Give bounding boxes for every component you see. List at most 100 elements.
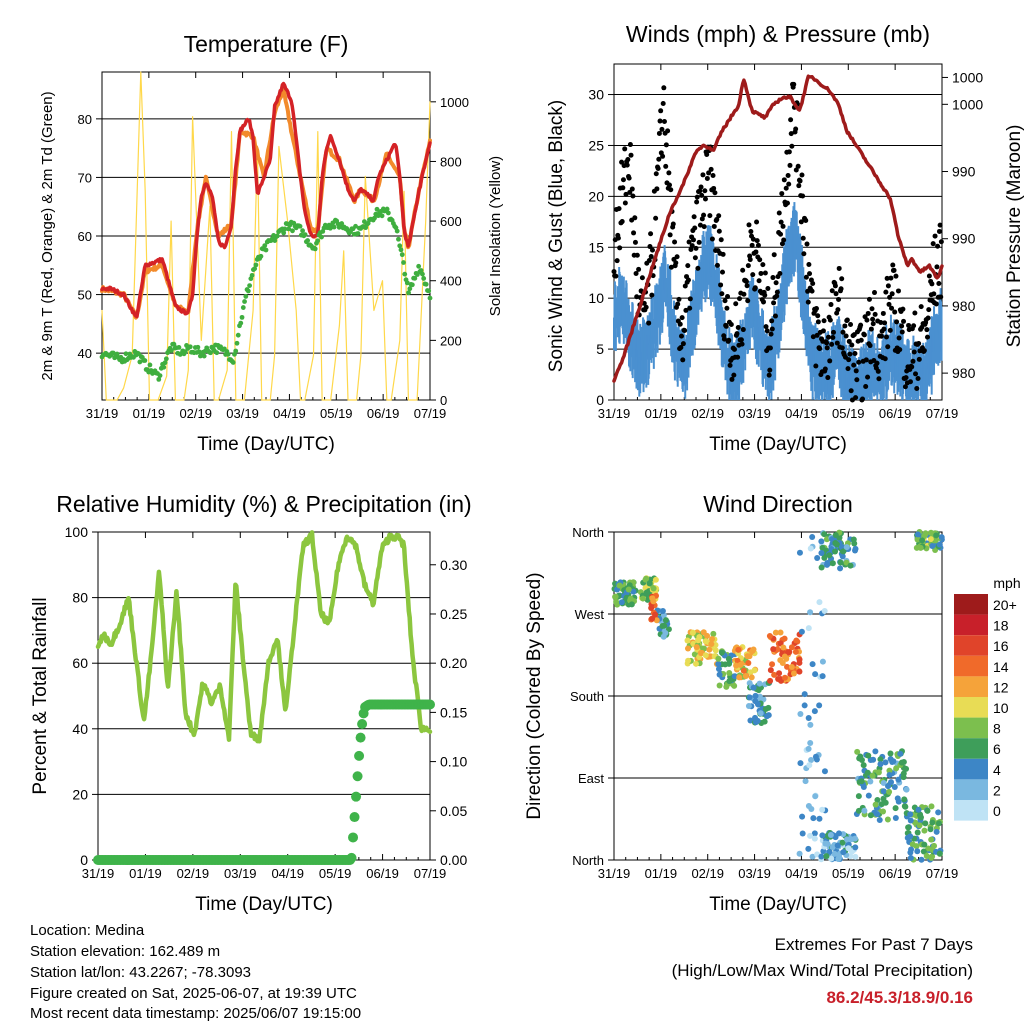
gust-point bbox=[624, 162, 630, 168]
direction-point bbox=[928, 854, 935, 861]
gust-point bbox=[825, 375, 831, 381]
gust-point bbox=[831, 329, 837, 335]
gust-point bbox=[648, 254, 654, 260]
direction-point bbox=[834, 842, 841, 849]
gust-point bbox=[643, 304, 649, 310]
gust-point bbox=[668, 187, 674, 193]
direction-point bbox=[917, 812, 924, 819]
gust-point bbox=[827, 317, 833, 323]
gust-point bbox=[711, 223, 717, 229]
direction-point bbox=[723, 683, 730, 690]
legend-label: 10 bbox=[993, 700, 1009, 716]
gust-point bbox=[933, 301, 939, 307]
direction-point bbox=[892, 814, 899, 821]
x-tick-label: 05/19 bbox=[832, 866, 865, 881]
y-tick-label: 60 bbox=[78, 229, 92, 244]
direction-point bbox=[772, 629, 779, 636]
gust-point bbox=[714, 216, 720, 222]
gust-point bbox=[745, 263, 751, 269]
gust-point bbox=[824, 340, 830, 346]
dewpoint-point bbox=[418, 268, 424, 273]
x-tick-label: 31/19 bbox=[82, 866, 115, 881]
gust-point bbox=[916, 356, 922, 362]
gust-point bbox=[627, 142, 633, 148]
gust-point bbox=[632, 215, 638, 221]
gust-point bbox=[829, 288, 835, 294]
direction-point bbox=[807, 739, 814, 746]
direction-point bbox=[884, 816, 891, 823]
direction-point bbox=[748, 674, 755, 681]
gust-point bbox=[682, 283, 688, 289]
gust-point bbox=[804, 241, 810, 247]
gust-point bbox=[924, 327, 930, 333]
gust-point bbox=[764, 328, 770, 334]
gust-point bbox=[809, 288, 815, 294]
gust-point bbox=[907, 379, 913, 385]
panel-3 bbox=[608, 529, 945, 863]
direction-point bbox=[843, 836, 850, 843]
dewpoint-point bbox=[272, 238, 278, 243]
direction-point bbox=[809, 533, 816, 540]
gust-point bbox=[693, 245, 699, 251]
gust-point bbox=[938, 239, 944, 245]
legend-label: 12 bbox=[993, 679, 1009, 695]
gust-point bbox=[750, 236, 756, 242]
gust-point bbox=[696, 239, 702, 245]
x-tick-label: 06/19 bbox=[879, 866, 912, 881]
direction-point bbox=[685, 657, 692, 664]
direction-point bbox=[812, 671, 819, 678]
gust-point bbox=[815, 313, 821, 319]
direction-point bbox=[850, 536, 857, 543]
gust-point bbox=[632, 239, 638, 245]
direction-point bbox=[847, 562, 854, 569]
gust-point bbox=[911, 349, 917, 355]
direction-point bbox=[649, 595, 656, 602]
legend-swatch bbox=[954, 800, 988, 821]
direction-point bbox=[840, 849, 847, 856]
gust-point bbox=[801, 251, 807, 257]
direction-point bbox=[840, 548, 847, 555]
gust-point bbox=[754, 238, 760, 244]
direction-point bbox=[650, 585, 657, 592]
direction-point bbox=[856, 755, 863, 762]
direction-point bbox=[802, 778, 809, 785]
dewpoint-point bbox=[168, 348, 174, 353]
direction-point bbox=[829, 536, 836, 543]
dewpoint-point bbox=[195, 344, 201, 350]
dewpoint-point bbox=[427, 295, 433, 301]
dewpoint-point bbox=[399, 252, 405, 258]
direction-point bbox=[835, 856, 842, 863]
gust-point bbox=[894, 319, 900, 325]
gust-point bbox=[791, 81, 797, 87]
dewpoint-point bbox=[420, 271, 425, 277]
direction-point bbox=[929, 543, 936, 550]
gust-point bbox=[817, 346, 823, 352]
gust-point bbox=[813, 306, 819, 312]
x-tick-label: 02/19 bbox=[691, 866, 724, 881]
gust-point bbox=[926, 273, 932, 279]
direction-point bbox=[938, 534, 945, 541]
gust-point bbox=[834, 340, 840, 346]
dewpoint-point bbox=[240, 305, 246, 310]
gust-point bbox=[930, 241, 936, 247]
direction-point bbox=[662, 617, 669, 624]
y2-tick-label: 800 bbox=[440, 154, 462, 169]
x-tick-label: 01/19 bbox=[133, 406, 166, 421]
gust-point bbox=[926, 307, 932, 313]
gust-point bbox=[691, 214, 697, 220]
gust-point bbox=[913, 371, 919, 377]
gust-point bbox=[795, 163, 801, 169]
precip-point bbox=[352, 771, 363, 782]
dewpoint-point bbox=[406, 290, 411, 296]
x-tick-label: 01/19 bbox=[645, 866, 678, 881]
direction-point bbox=[891, 784, 898, 791]
dewpoint-point bbox=[409, 282, 415, 288]
gust-point bbox=[844, 317, 850, 323]
direction-point bbox=[715, 655, 722, 662]
direction-point bbox=[627, 595, 634, 602]
direction-point bbox=[790, 670, 797, 677]
gust-point bbox=[754, 219, 760, 225]
gust-point bbox=[915, 376, 921, 382]
gust-point bbox=[829, 341, 835, 347]
gust-point bbox=[776, 210, 782, 216]
